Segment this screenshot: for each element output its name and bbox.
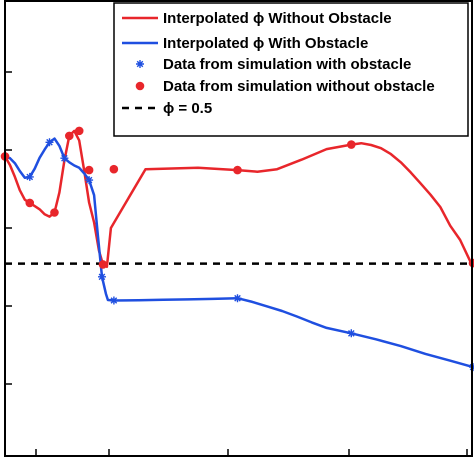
data-point-2-7: [233, 294, 242, 303]
data-point-2-3: [60, 154, 69, 163]
data-point-3-6: [98, 260, 108, 269]
legend-label-2: Data from simulation with obstacle: [163, 56, 411, 73]
legend-label-0: Interpolated ϕ Without Obstacle: [163, 10, 392, 27]
data-point-2-5: [98, 272, 106, 281]
data-point-3-2: [50, 208, 59, 217]
data-point-2-8: [347, 329, 356, 338]
legend-box: [113, 2, 469, 137]
data-point-2-1: [25, 172, 34, 181]
axis-frame: [4, 0, 473, 457]
legend-label-3: Data from simulation without obstacle: [163, 78, 435, 95]
series-layer: [0, 126, 474, 372]
data-point-3-1: [25, 198, 35, 208]
legend-swatch-3: [135, 81, 145, 91]
plot-frame: [4, 0, 473, 457]
series-line-0: [3, 129, 474, 269]
data-point-3-4: [74, 126, 84, 136]
data-point-3-7: [109, 164, 119, 174]
data-point-3-8: [233, 165, 242, 175]
legend: Interpolated ϕ Without Obstacle Interpola…: [113, 2, 469, 137]
data-point-3-3: [65, 131, 74, 141]
axis-ticks: [5, 71, 468, 456]
data-point-3-5: [84, 165, 94, 175]
legend-label-1: Interpolated ϕ With Obstacle: [163, 35, 368, 52]
legend-label-4: ϕ = 0.5: [163, 100, 212, 117]
data-point-2-2: [45, 138, 54, 147]
data-point-3-9: [347, 140, 356, 149]
legend-swatch-2: [136, 60, 144, 68]
data-point-2-4: [85, 176, 94, 185]
data-point-2-6: [109, 296, 118, 305]
